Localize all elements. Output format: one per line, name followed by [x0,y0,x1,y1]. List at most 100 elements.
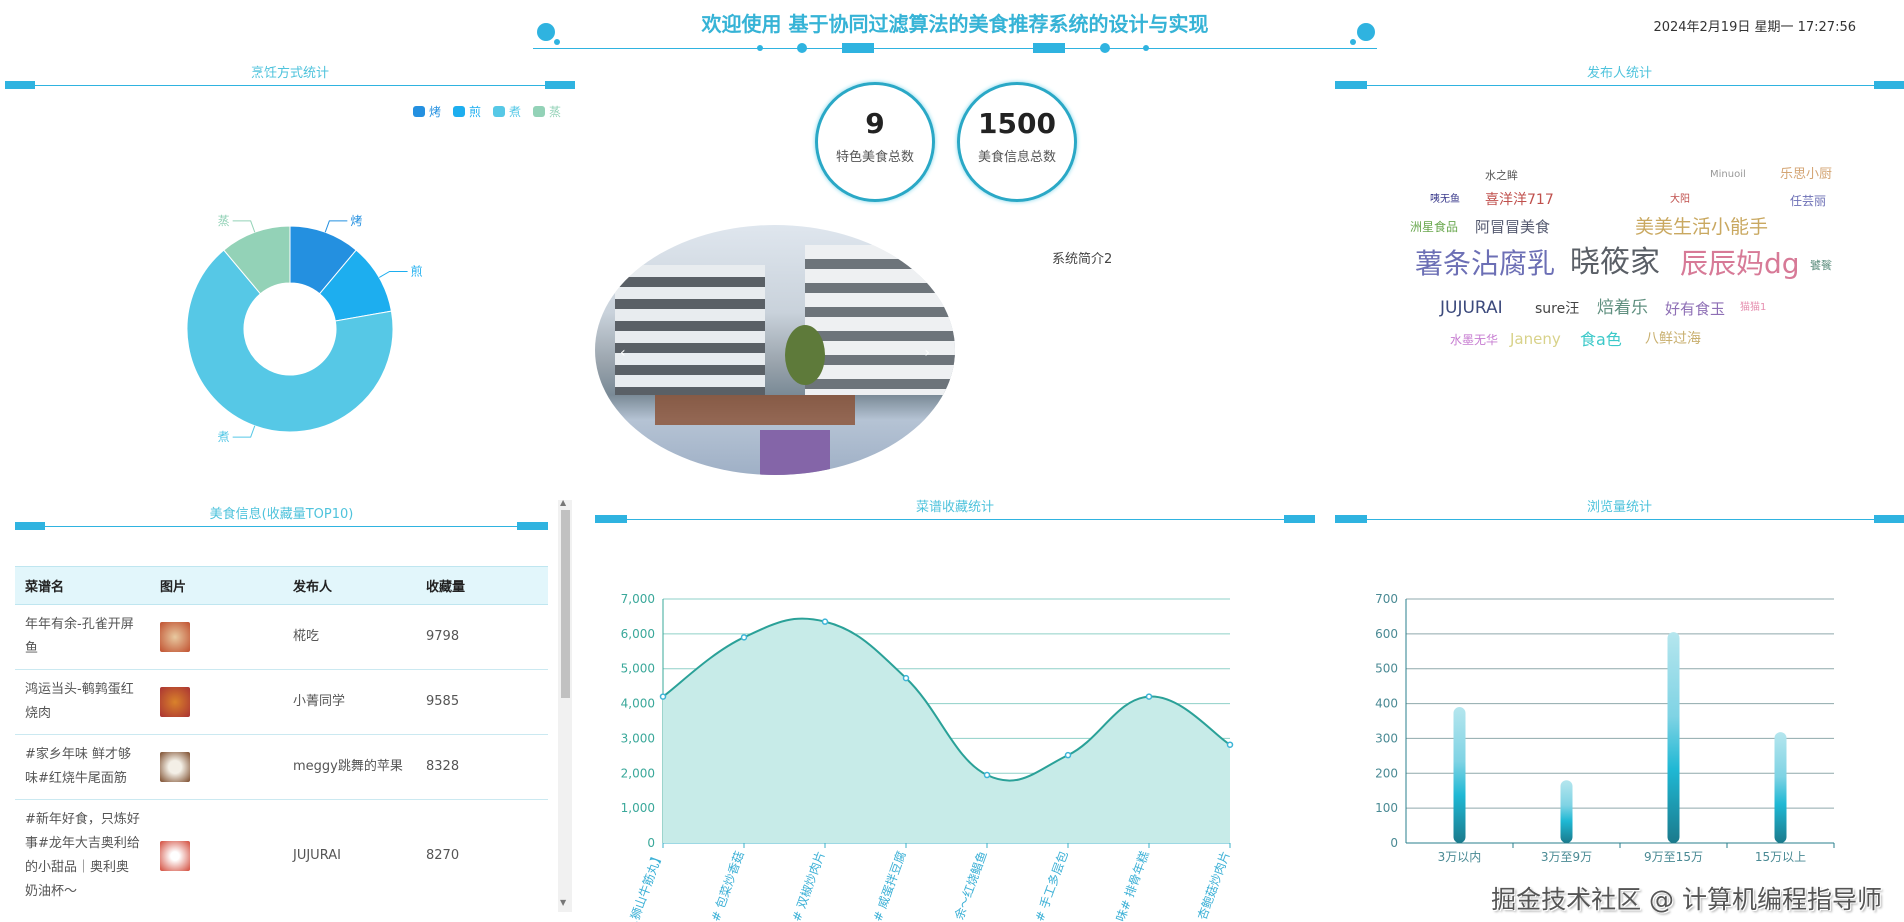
table-row[interactable]: 鸿运当头-鹌鹑蛋红烧肉 小菁同学 9585 [15,669,548,735]
word-cloud-item: 薯条沾腐乳 [1415,247,1556,280]
publisher-name: JUJURAI [283,799,416,912]
stat-featured: 9 特色美食总数 [815,82,935,202]
word-cloud-item: 焙着乐 [1597,298,1648,318]
word-cloud-item: 晓筱家 [1570,245,1660,280]
x-tick-label: 杏鲍菇炒肉片 [1195,849,1233,921]
x-tick-label: 3万以内 [1438,850,1482,864]
page-title: 欢迎使用 基于协同过滤算法的美食推荐系统的设计与实现 [701,12,1209,36]
word-cloud-item: 乐思小厨 [1780,167,1833,182]
scroll-up-icon[interactable]: ▲ [560,498,567,507]
pie-label-line [324,220,348,233]
data-point [983,771,991,779]
favorite-count: 9585 [416,669,548,735]
legend-swatch [453,106,465,117]
recipe-image [150,604,283,670]
system-intro: 系统简介2 [1052,252,1113,267]
food-thumbnail[interactable] [160,752,190,782]
publisher-name: meggy跳舞的苹果 [283,734,416,800]
word-cloud-item: 八鲜过海 [1645,331,1701,347]
y-tick-label: 1,000 [621,801,655,815]
data-point [740,634,748,641]
word-cloud-item: 辰辰妈dg [1680,247,1800,280]
x-tick-label: # 双椒炒肉片 [789,849,827,922]
scroll-down-icon[interactable]: ▼ [560,898,567,907]
y-tick-label: 3,000 [621,731,655,745]
y-tick-label: 300 [1375,731,1398,745]
y-tick-label: 0 [647,836,655,850]
legend-label: 蒸 [549,105,561,119]
pie-label: 煎 [411,264,423,279]
cooking-title: 烹饪方式统计 [250,66,329,81]
y-tick-label: 4,000 [621,697,655,711]
bar [1667,632,1680,843]
favorite-count: 9798 [416,604,548,670]
views-bar-chart: 0 100 200 300 400 500 600 700 3万以内 3万至9万 9万至15万 15万… [1375,592,1835,864]
x-tick-label: 9万至15万 [1644,850,1703,864]
recipe-name: #家乡年味 鲜才够味#红烧牛尾面筋 [15,734,150,800]
legend-label: 煎 [469,104,481,119]
divider [5,85,575,86]
recipe-image [150,799,283,912]
word-cloud-item: 饕餮 [1810,259,1832,272]
table-row[interactable]: 年年有余-孔雀开屏鱼 椛吃 9798 [15,604,548,670]
y-tick-label: 400 [1375,697,1398,711]
word-cloud-item: 任芸丽 [1790,194,1827,208]
table-row[interactable]: #家乡年味 鲜才够味#红烧牛尾面筋 meggy跳舞的苹果 8328 [15,734,548,800]
food-thumbnail[interactable] [160,622,190,652]
legend-swatch [413,106,425,117]
publisher-title: 发布人统计 [1586,66,1652,81]
word-cloud-item: 咦无鱼 [1430,194,1460,205]
pie-label: 蒸 [218,214,230,228]
x-tick-label: 3万至9万 [1541,850,1592,864]
watermark: 掘金技术社区 @ 计算机编程指导师 [1491,885,1882,914]
food-thumbnail[interactable] [160,687,190,717]
recipe-name: 年年有余-孔雀开屏鱼 [15,604,150,670]
y-tick-label: 0 [1390,836,1398,850]
publisher-name: 小菁同学 [283,669,416,735]
pie-label-line [378,271,408,278]
stat-label: 美食信息总数 [977,150,1056,165]
pie-label: 煮 [218,430,230,444]
col-name: 菜谱名 [15,566,150,605]
area-fill [663,618,1230,843]
word-cloud-item: Minuoil [1710,169,1746,180]
stat-total: 1500 美食信息总数 [957,82,1077,202]
y-tick-label: 100 [1375,801,1398,815]
word-cloud-item: 美美生活小能手 [1635,216,1769,238]
table-title: 美食信息(收藏量TOP10) [209,507,354,522]
recipe-image [150,734,283,800]
datetime: 2024年2月19日 星期一 17:27:56 [1653,20,1856,35]
scrollbar-thumb[interactable] [561,510,570,698]
favorite-count: 8270 [416,799,548,912]
word-cloud-item: 好有食玉 [1665,300,1726,318]
word-cloud-item: 洲星食品 [1410,220,1459,234]
divider [1335,85,1904,86]
recipe-image [150,669,283,735]
x-tick-label: 味# 排骨年糕 [1113,849,1151,922]
carousel-prev-icon[interactable]: ‹ [620,345,626,361]
divider [15,526,548,527]
legend-label: 烤 [429,104,441,119]
food-thumbnail[interactable] [160,841,190,871]
y-tick-label: 500 [1375,662,1398,676]
y-tick-label: 5,000 [621,662,655,676]
data-point [821,618,829,625]
legend-swatch [493,106,505,117]
word-cloud-item: sure汪 [1535,301,1580,317]
favorite-count: 8328 [416,734,548,800]
legend-swatch [533,106,545,117]
image-carousel[interactable]: ‹ › [595,225,955,475]
x-tick-label: 余～红烧鲳鱼 [951,849,990,922]
word-cloud-item: 水墨无华 [1450,333,1499,347]
recipe-name: 鸿运当头-鹌鹑蛋红烧肉 [15,669,150,735]
word-cloud-item: 大阳 [1670,194,1690,205]
table-row[interactable]: #新年好食，只炼好事#龙年大吉奥利给的小甜品｜奥利奥奶油杯～ JUJURAI 827… [15,799,548,912]
pie-label: 烤 [350,213,362,228]
bar [1453,707,1466,843]
y-tick-label: 200 [1375,766,1398,780]
word-cloud-item: 阿冒冒美食 [1475,218,1551,236]
word-cloud-item: 喜洋洋717 [1485,192,1554,208]
carousel-next-icon[interactable]: › [924,345,930,361]
word-cloud-item: JUJURAI [1440,298,1503,318]
series-line [662,617,1231,782]
